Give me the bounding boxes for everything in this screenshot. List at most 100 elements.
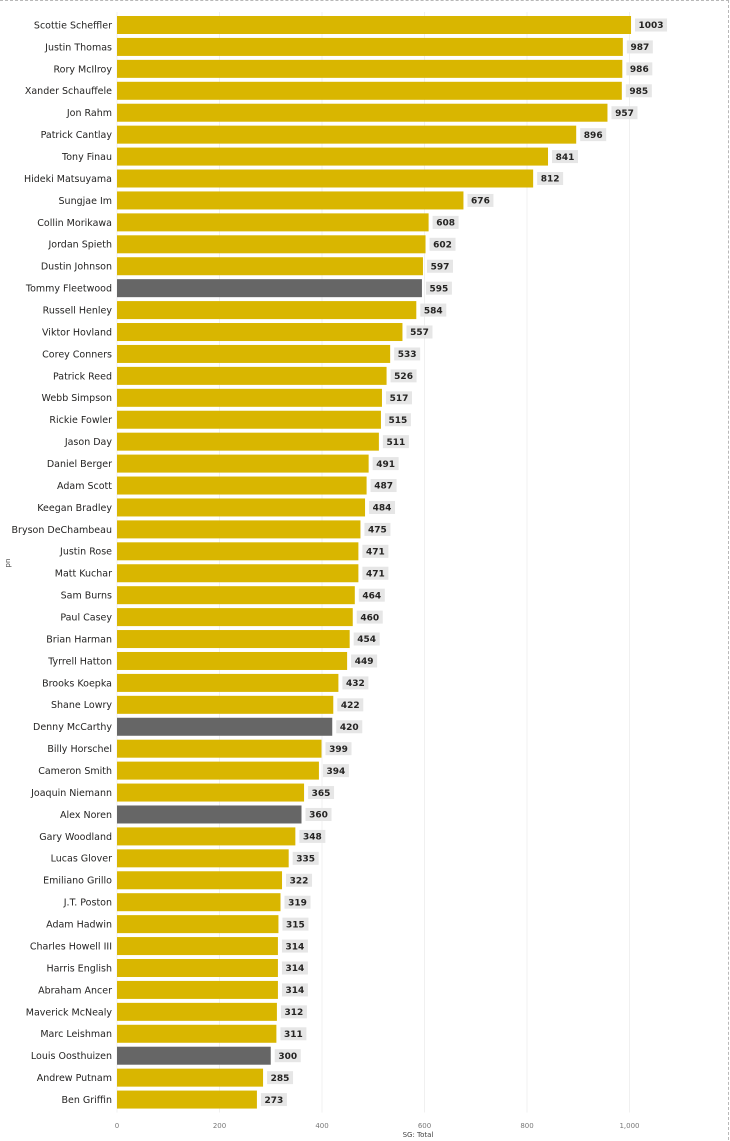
data-label-background	[425, 281, 452, 295]
bar[interactable]	[117, 1046, 271, 1065]
data-label: 471	[366, 569, 385, 579]
bar[interactable]	[117, 81, 622, 100]
bar[interactable]	[117, 1024, 277, 1043]
bar[interactable]	[117, 564, 359, 583]
bar-row: Justin Rose 471	[59, 542, 389, 561]
bar[interactable]	[117, 125, 577, 144]
bar-row: Marc Leishman 311	[40, 1024, 307, 1043]
data-label: 985	[629, 87, 648, 97]
category-label: Marc Leishman	[40, 1029, 112, 1040]
data-label-background	[385, 391, 412, 405]
data-label: 491	[376, 460, 395, 470]
data-label-background	[336, 720, 363, 734]
bar[interactable]	[117, 1090, 257, 1109]
bar[interactable]	[117, 827, 296, 846]
data-label-background	[429, 237, 456, 251]
bar[interactable]	[117, 366, 387, 385]
bar[interactable]	[117, 1068, 264, 1087]
category-label: Russell Henley	[43, 305, 113, 316]
data-label: 399	[329, 745, 348, 755]
bar[interactable]	[117, 893, 281, 912]
bar[interactable]	[117, 673, 339, 692]
bar[interactable]	[117, 608, 353, 627]
bar[interactable]	[117, 630, 350, 649]
category-label: Patrick Reed	[53, 371, 112, 382]
data-label-background	[351, 654, 378, 668]
category-label: Webb Simpson	[42, 393, 113, 404]
bar[interactable]	[117, 454, 369, 473]
data-label: 322	[290, 876, 309, 886]
bar[interactable]	[117, 301, 417, 320]
data-label-background	[369, 500, 396, 514]
category-label: Maverick McNealy	[26, 1007, 113, 1018]
bar[interactable]	[117, 520, 361, 539]
bar[interactable]	[117, 761, 319, 780]
bar[interactable]	[117, 235, 426, 254]
data-label: 557	[410, 328, 429, 338]
data-label-background	[467, 193, 494, 207]
bar[interactable]	[117, 937, 278, 956]
data-label-background	[337, 698, 364, 712]
data-label-background	[626, 40, 653, 54]
bar[interactable]	[117, 344, 391, 363]
data-label: 449	[355, 657, 374, 667]
bar[interactable]	[117, 915, 279, 934]
bar-row: Sam Burns 464	[61, 586, 385, 605]
bar[interactable]	[117, 805, 302, 824]
bar[interactable]	[117, 958, 278, 977]
data-label: 285	[271, 1074, 290, 1084]
bar[interactable]	[117, 651, 348, 670]
data-label-background	[260, 1093, 287, 1107]
bar[interactable]	[117, 59, 623, 78]
bar[interactable]	[117, 213, 429, 232]
data-label-background	[281, 983, 308, 997]
data-label-background	[308, 786, 335, 800]
bar[interactable]	[117, 103, 608, 122]
bar[interactable]	[117, 476, 367, 495]
bar[interactable]	[117, 257, 423, 276]
data-label-background	[420, 303, 447, 317]
bar[interactable]	[117, 1002, 277, 1021]
category-label: Tony Finau	[61, 152, 112, 163]
data-label-background	[635, 18, 668, 32]
category-label: Sam Burns	[61, 591, 112, 602]
bar[interactable]	[117, 783, 305, 802]
data-label-background	[267, 1071, 294, 1085]
category-label: Keegan Bradley	[37, 503, 112, 514]
data-label: 1003	[639, 21, 664, 31]
bar-row: Adam Hadwin 315	[46, 915, 309, 934]
data-label-background	[432, 215, 459, 229]
x-tick-label: 600	[418, 1122, 431, 1130]
bar[interactable]	[117, 980, 278, 999]
bar-row: Corey Conners 533	[42, 344, 421, 363]
data-label: 300	[278, 1052, 297, 1062]
bar[interactable]	[117, 169, 534, 188]
bar[interactable]	[117, 410, 381, 429]
bar[interactable]	[117, 849, 289, 868]
data-label-background	[281, 961, 308, 975]
bar-row: Jordan Spieth 602	[47, 235, 456, 254]
bar[interactable]	[117, 388, 382, 407]
bar-row: Emiliano Grillo 322	[43, 871, 313, 890]
bar[interactable]	[117, 37, 623, 56]
bar[interactable]	[117, 695, 334, 714]
bar[interactable]	[117, 717, 333, 736]
bar[interactable]	[117, 542, 359, 561]
bar-row: Abraham Ancer 314	[38, 980, 308, 999]
bar[interactable]	[117, 739, 322, 758]
bar[interactable]	[117, 871, 283, 890]
bar[interactable]	[117, 16, 632, 34]
bar[interactable]	[117, 498, 366, 517]
bar[interactable]	[117, 147, 549, 166]
bar[interactable]	[117, 279, 422, 298]
bar[interactable]	[117, 191, 464, 210]
bar-row: Webb Simpson 517	[42, 388, 412, 407]
category-label: Paul Casey	[60, 613, 112, 624]
bar[interactable]	[117, 323, 403, 342]
data-label-background	[286, 873, 313, 887]
data-label: 484	[373, 504, 392, 514]
data-label-background	[370, 479, 397, 493]
bar[interactable]	[117, 586, 355, 605]
bar[interactable]	[117, 432, 379, 451]
category-label: Lucas Glover	[51, 854, 112, 865]
